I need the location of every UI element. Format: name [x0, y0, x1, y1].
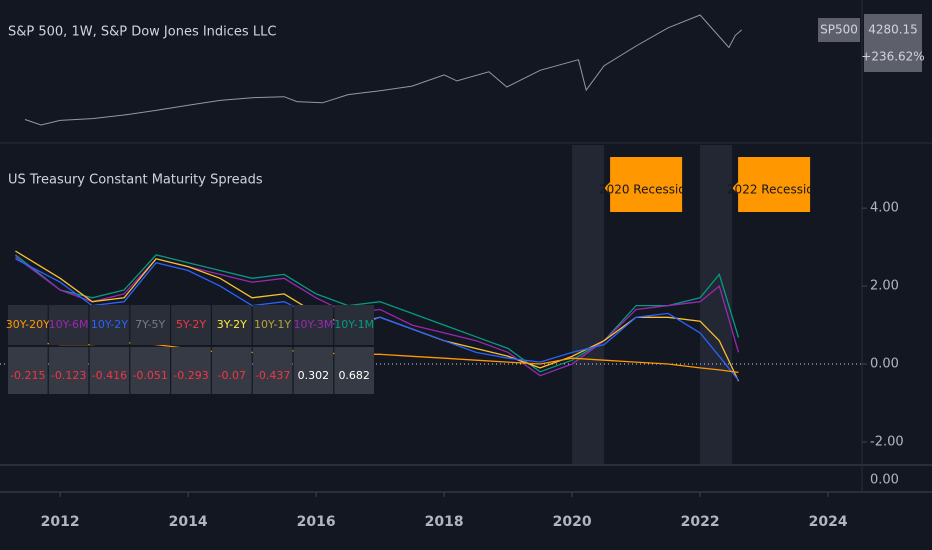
- symbol-title: S&P 500, 1W, S&P Dow Jones Indices LLC: [8, 25, 276, 40]
- x-tick-label: 2018: [425, 514, 464, 530]
- table-value-cell: [8, 347, 48, 394]
- table-header: 10Y-1M: [334, 318, 374, 331]
- table-value-cell: [212, 347, 252, 394]
- table-value: -0.07: [218, 369, 246, 382]
- y-tick-label: -2.00: [870, 435, 904, 450]
- table-header: 5Y-2Y: [176, 318, 206, 331]
- series-line: [24, 14, 743, 126]
- series-line: [14, 254, 740, 373]
- x-tick-label: 2020: [553, 514, 592, 530]
- table-value-cell: [293, 347, 334, 394]
- price-badge: [864, 14, 922, 72]
- table-header-cell: [334, 305, 374, 345]
- table-value-cell: [89, 347, 130, 394]
- last-price: 4280.15: [868, 23, 918, 37]
- price-change: +236.62%: [861, 50, 924, 64]
- table-value: -0.437: [255, 369, 290, 382]
- table-header: 7Y-5Y: [135, 318, 165, 331]
- x-tick-label: 2022: [681, 514, 720, 530]
- recession-label: 2022 Recession: [727, 183, 821, 197]
- table-value: -0.215: [10, 369, 45, 382]
- recession-label: 2020 Recession: [599, 183, 693, 197]
- table-value-cell: [171, 347, 211, 394]
- table-value: -0.293: [173, 369, 208, 382]
- x-tick-label: 2014: [169, 514, 208, 530]
- table-header-cell: [171, 305, 211, 345]
- indicator-title: US Treasury Constant Maturity Spreads: [8, 173, 263, 188]
- table-header: 30Y-20Y: [6, 318, 50, 331]
- recession-callout: [604, 157, 683, 212]
- recession-band: [572, 145, 605, 465]
- table-value-cell: [252, 347, 293, 394]
- symbol-badge: [818, 18, 860, 42]
- y-tick-label: 0.00: [870, 473, 899, 488]
- table-value-cell: [130, 347, 170, 394]
- table-value: -0.123: [51, 369, 86, 382]
- recession-band: [700, 145, 733, 465]
- table-value: -0.051: [132, 369, 167, 382]
- table-header-cell: [8, 305, 48, 345]
- symbol-label: SP500: [820, 23, 858, 37]
- table-header-cell: [212, 305, 252, 345]
- table-value-cell: [334, 347, 374, 394]
- table-value-cell: [48, 347, 89, 394]
- x-tick-label: 2016: [297, 514, 336, 530]
- recession-callout: [732, 157, 811, 212]
- table-header: 10Y-3M: [293, 318, 333, 331]
- y-tick-label: 2.00: [870, 279, 899, 294]
- table-header: 10Y-1Y: [254, 318, 291, 331]
- marks: 2020 Recession 2022 Recession 4.00 2.00 0.00…: [0, 14, 904, 530]
- table-header-cell: [89, 305, 130, 345]
- table-header-cell: [130, 305, 170, 345]
- table-header: 3Y-2Y: [217, 318, 247, 331]
- y-tick-label: 4.00: [870, 201, 899, 216]
- table-header-cell: [252, 305, 293, 345]
- y-tick-label: 0.00: [870, 357, 899, 372]
- series-line: [15, 258, 740, 381]
- table-value: 0.682: [338, 369, 370, 382]
- table-header-cell: [48, 305, 89, 345]
- table-header: 10Y-6M: [49, 318, 89, 331]
- table-value: 0.302: [298, 369, 330, 382]
- table-value: -0.416: [92, 369, 127, 382]
- x-tick-label: 2024: [809, 514, 848, 530]
- x-tick-label: 2012: [41, 514, 80, 530]
- table-header-cell: [293, 305, 334, 345]
- table-header: 10Y-2Y: [91, 318, 128, 331]
